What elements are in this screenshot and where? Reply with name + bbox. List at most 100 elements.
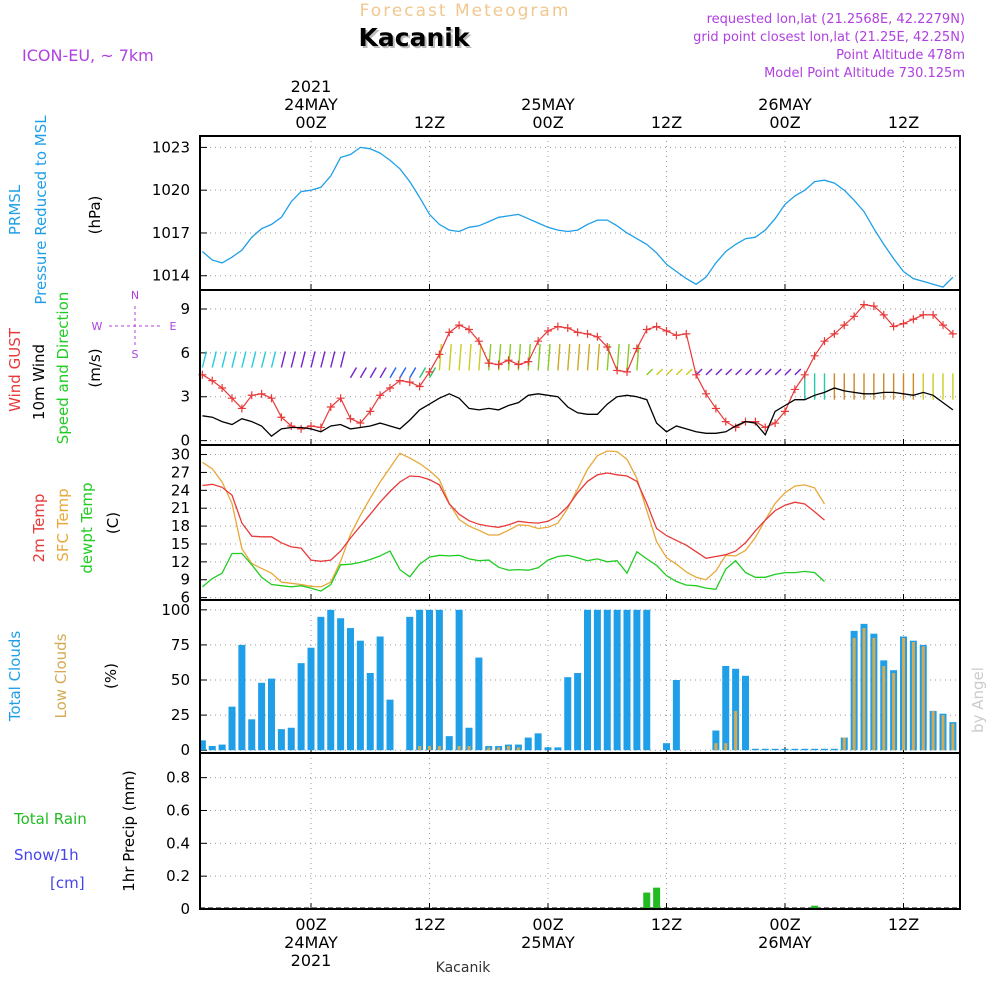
gust-marker <box>287 421 296 430</box>
wind-barb <box>211 351 217 368</box>
wind-barb <box>784 368 792 376</box>
wind-barb <box>567 344 571 371</box>
precip-label-cm: [cm] <box>50 874 85 892</box>
wind-barb <box>557 344 561 371</box>
gust-marker <box>810 351 819 360</box>
total-cloud-bar <box>356 640 364 751</box>
y-tick-label: 50 <box>171 671 190 689</box>
gust-marker <box>840 321 849 330</box>
model-label: ICON-EU, ~ 7km <box>22 46 154 65</box>
wind-panel-frame <box>199 289 961 446</box>
wind-barb <box>438 344 443 371</box>
gust-marker <box>869 302 878 311</box>
low-cloud-bar <box>951 723 955 751</box>
bottom-time-label: 12Z <box>414 915 445 934</box>
total-cloud-bar <box>821 748 828 751</box>
header-info-line: Point Altitude 478m <box>836 48 965 63</box>
total-cloud-bar <box>248 719 256 751</box>
wind-barb <box>310 351 316 368</box>
gust-marker <box>228 394 236 403</box>
dewpt-line <box>201 550 825 592</box>
low-cloud-bar <box>911 642 915 751</box>
total-cloud-bar <box>564 677 572 751</box>
wind-label-10m: 10m Wind <box>30 344 48 420</box>
wind-barb <box>280 351 287 368</box>
watermark: by Angel <box>969 667 987 733</box>
location-shadow: Kacanik <box>361 25 473 54</box>
low-cloud-bar <box>734 710 738 751</box>
y-tick-label: 25 <box>171 706 190 724</box>
total-cloud-bar <box>426 609 433 751</box>
top-time-label: 2021 <box>291 77 332 96</box>
wind-barb <box>646 368 654 376</box>
y-tick-label: 9 <box>180 571 190 589</box>
precip-label-snow: Snow/1h <box>14 846 79 864</box>
y-tick-label: 24 <box>171 481 190 499</box>
wind-barb <box>330 351 336 368</box>
total-cloud-bar <box>534 733 542 751</box>
wind-barb <box>409 367 417 379</box>
gust-marker <box>879 310 888 319</box>
wind-barb <box>764 368 772 376</box>
y-tick-label: 6 <box>180 589 190 607</box>
low-cloud-bar <box>902 637 905 751</box>
gust-marker <box>771 419 780 428</box>
bottom-time-label: 2021 <box>291 951 332 970</box>
pressure-panel-frame <box>199 135 961 291</box>
total-cloud-bar <box>593 609 601 751</box>
gust-marker <box>721 417 730 426</box>
pressure-unit: (hPa) <box>86 196 104 235</box>
temp-unit: (C) <box>104 512 122 534</box>
y-tick-label: 0.6 <box>166 801 190 819</box>
gust-marker <box>326 402 335 411</box>
low-cloud-bar <box>941 715 945 751</box>
wind-barb <box>359 367 367 379</box>
total-cloud-bar <box>751 748 759 751</box>
wind-barb <box>715 368 723 376</box>
total-cloud-bar <box>732 668 740 751</box>
top-time-label: 00Z <box>295 113 326 132</box>
gust-marker <box>652 322 661 331</box>
top-time-label: 00Z <box>769 113 800 132</box>
gust-marker <box>544 326 552 335</box>
total-cloud-bar <box>208 745 216 751</box>
gust-marker <box>474 337 483 346</box>
low-cloud-bar <box>428 745 431 751</box>
gust-marker <box>257 389 266 398</box>
low-cloud-bar <box>487 747 491 751</box>
total-cloud-bar <box>317 616 325 751</box>
wind-barb <box>260 351 267 368</box>
gust-marker <box>800 370 809 379</box>
wind-barb <box>428 367 437 379</box>
low-cloud-bar <box>457 745 461 751</box>
total-cloud-bar <box>613 609 621 751</box>
compass-s: S <box>132 348 139 361</box>
gust-marker <box>909 315 918 324</box>
total-cloud-bar <box>218 744 226 751</box>
total-cloud-bar <box>337 618 345 751</box>
bottom-time-label: 25MAY <box>521 933 575 952</box>
low-cloud-bar <box>418 745 422 751</box>
temp-panel-frame <box>199 444 961 601</box>
temp-label-dewpt: dewpt Temp <box>78 482 96 573</box>
bottom-time-label: 24MAY <box>284 933 338 952</box>
low-cloud-bar <box>872 637 876 751</box>
low-cloud-bar <box>852 637 856 751</box>
total-cloud-bar <box>643 609 651 751</box>
total-cloud-bar <box>228 706 236 751</box>
total-cloud-bar <box>791 748 799 751</box>
gust-marker <box>494 360 503 369</box>
total-cloud-bar <box>297 663 305 751</box>
y-tick-label: 3 <box>180 388 190 406</box>
gust-marker <box>672 331 681 340</box>
gust-marker <box>425 367 434 376</box>
low-cloud-bar <box>882 665 886 751</box>
gust-marker <box>603 343 612 352</box>
wind-barb <box>675 368 683 376</box>
wind-barb <box>705 368 713 376</box>
low-cloud-bar <box>437 745 441 751</box>
gust-marker <box>642 325 651 334</box>
gust-marker <box>316 423 325 432</box>
low-cloud-bar <box>892 672 896 751</box>
